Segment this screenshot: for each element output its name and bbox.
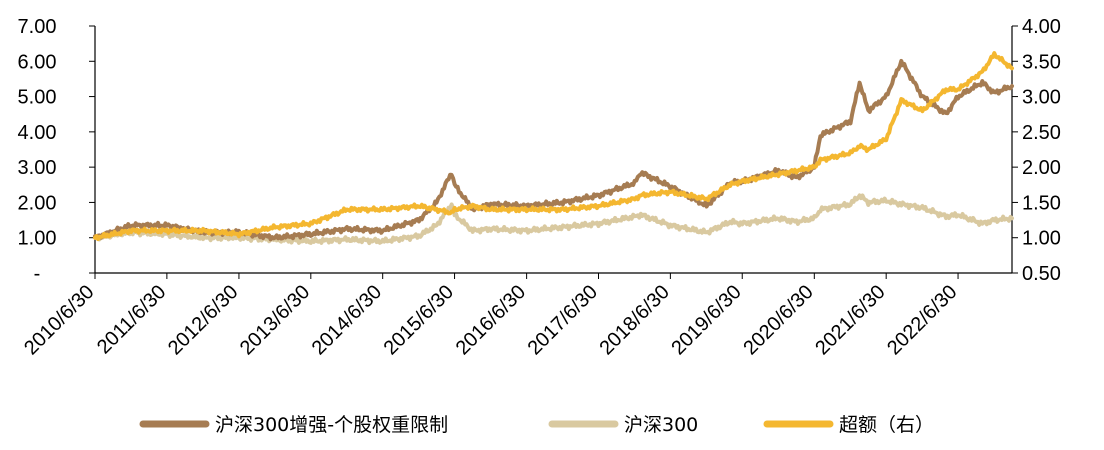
x-tick-label: 2011/6/30 (93, 281, 170, 358)
legend-label: 超额（右） (839, 414, 934, 436)
legend: 沪深300增强-个股权重限制 沪深300 超额（右） (139, 414, 934, 436)
right-y-tick-label: 1.00 (1022, 228, 1061, 250)
right-y-tick-label: 3.00 (1022, 87, 1061, 109)
series-line (93, 51, 1014, 242)
x-tick-label: 2014/6/30 (308, 281, 386, 359)
left-y-ticks: 7.00 6.00 5.00 4.00 3.00 2.00 1.00 - (18, 16, 95, 285)
left-y-tick-label: 1.00 (18, 228, 57, 250)
legend-label: 沪深300增强-个股权重限制 (215, 414, 448, 436)
right-y-tick-label: 2.50 (1022, 122, 1061, 144)
series-lines (93, 51, 1014, 246)
left-y-tick-label: 2.00 (18, 192, 57, 214)
legend-label: 沪深300 (624, 414, 698, 436)
x-tick-label: 2012/6/30 (164, 281, 242, 359)
x-ticks: 2010/6/302011/6/302012/6/302013/6/302014… (20, 273, 962, 359)
x-tick-label: 2022/6/30 (883, 281, 961, 359)
right-y-tick-label: 0.50 (1022, 263, 1061, 285)
right-y-tick-label: 3.50 (1022, 51, 1061, 73)
x-tick-label: 2017/6/30 (524, 281, 602, 359)
x-tick-label: 2016/6/30 (452, 281, 530, 359)
left-y-tick-label: 5.00 (18, 87, 57, 109)
x-tick-label: 2019/6/30 (667, 281, 745, 359)
left-y-tick-label: 3.00 (18, 157, 57, 179)
left-y-tick-label: - (34, 263, 41, 285)
right-y-tick-label: 2.00 (1022, 157, 1061, 179)
x-tick-label: 2021/6/30 (811, 281, 889, 359)
series-line (93, 58, 1014, 242)
left-y-tick-label: 7.00 (18, 16, 57, 38)
x-tick-label: 2015/6/30 (380, 281, 458, 359)
x-tick-label: 2010/6/30 (20, 281, 98, 359)
right-y-ticks: 4.00 3.50 3.00 2.50 2.00 1.50 1.00 0.50 (1012, 16, 1061, 285)
x-tick-label: 2020/6/30 (739, 281, 817, 359)
series-line (93, 193, 1014, 246)
x-tick-label: 2018/6/30 (595, 281, 673, 359)
left-y-tick-label: 6.00 (18, 51, 57, 73)
right-y-tick-label: 4.00 (1022, 16, 1061, 38)
x-tick-label: 2013/6/30 (236, 281, 314, 359)
left-y-tick-label: 4.00 (18, 122, 57, 144)
right-y-tick-label: 1.50 (1022, 192, 1061, 214)
